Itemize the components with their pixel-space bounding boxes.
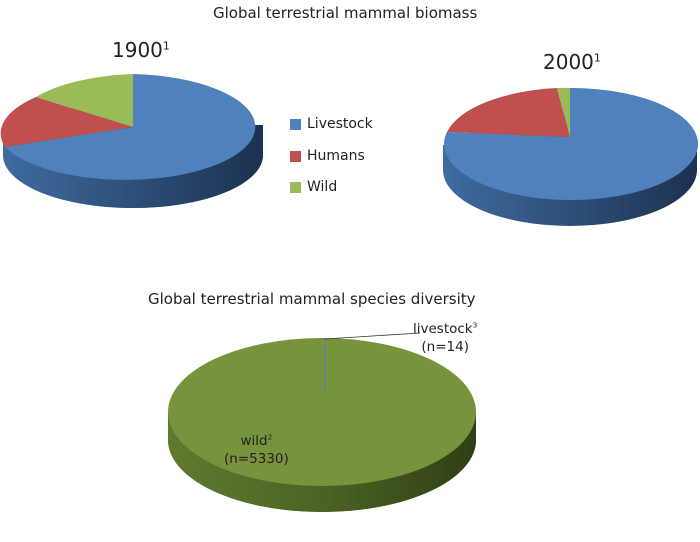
pie-1900 — [0, 74, 263, 208]
legend-wild: Wild — [290, 179, 337, 195]
livestock-swatch-icon — [290, 118, 301, 130]
legend-humans: Humans — [290, 148, 365, 164]
wild-annotation: wild2 (n=5330) — [224, 432, 289, 468]
pie-diversity — [168, 332, 476, 512]
legend-livestock: Livestock — [290, 116, 373, 132]
year-2000-label: 20001 — [543, 50, 601, 74]
wild-swatch-icon — [290, 181, 301, 193]
humans-swatch-icon — [290, 150, 301, 162]
bottom-chart-title: Global terrestrial mammal species divers… — [148, 290, 476, 308]
year-1900-label: 19001 — [112, 38, 170, 62]
top-chart-title: Global terrestrial mammal biomass — [213, 4, 478, 22]
pie-2000 — [443, 87, 699, 226]
livestock-annotation: livestock3 (n=14) — [413, 320, 478, 356]
